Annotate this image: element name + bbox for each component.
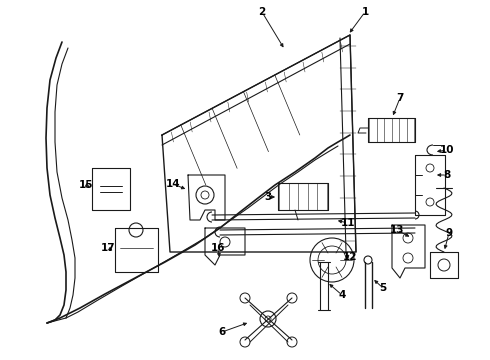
Text: 13: 13	[390, 225, 404, 235]
Text: 5: 5	[379, 283, 387, 293]
Text: 11: 11	[341, 218, 355, 228]
Text: 15: 15	[79, 180, 93, 190]
Text: 12: 12	[343, 252, 357, 262]
Text: 1: 1	[362, 7, 368, 17]
Text: 2: 2	[258, 7, 266, 17]
Text: 9: 9	[445, 228, 453, 238]
Text: 16: 16	[211, 243, 225, 253]
Text: 4: 4	[338, 290, 345, 300]
Text: 17: 17	[100, 243, 115, 253]
Text: 14: 14	[166, 179, 180, 189]
Text: 10: 10	[440, 145, 454, 155]
Text: 3: 3	[265, 192, 271, 202]
Text: 7: 7	[396, 93, 404, 103]
Text: 6: 6	[219, 327, 225, 337]
Text: 8: 8	[443, 170, 451, 180]
